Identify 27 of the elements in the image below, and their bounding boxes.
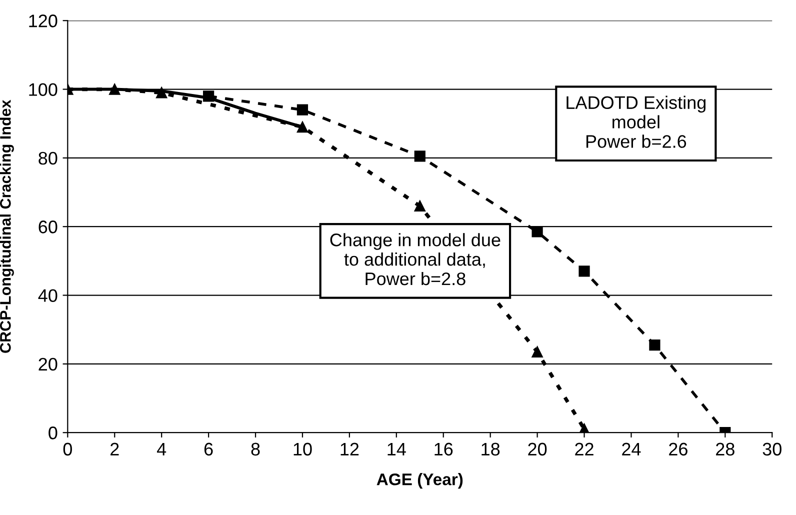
x-tick-label: 4 <box>156 442 166 456</box>
x-tick-label: 30 <box>762 442 782 456</box>
x-tick-label: 20 <box>528 442 547 456</box>
y-tick-label: 40 <box>38 289 58 302</box>
y-tick-label: 100 <box>29 83 58 96</box>
x-tick-label: 0 <box>63 442 72 456</box>
x-tick-label: 14 <box>388 442 406 456</box>
x-axis-title: AGE (Year) <box>376 473 463 489</box>
x-tick-label: 28 <box>716 442 734 456</box>
x-tick-label: 22 <box>575 442 594 456</box>
x-tick-label: 12 <box>340 442 359 456</box>
x-tick-label: 18 <box>482 442 500 456</box>
y-tick-label: 120 <box>29 14 58 28</box>
y-tick-label: 60 <box>38 220 58 234</box>
x-tick-label: 2 <box>110 442 119 456</box>
annotation: Change in model due to additional data, Power b=2.8 <box>330 233 500 286</box>
x-tick-label: 6 <box>204 442 213 456</box>
annotation: LADOTD Existing model Power b=2.6 <box>566 96 706 148</box>
y-tick-label: 20 <box>38 358 58 371</box>
x-tick-label: 16 <box>434 442 453 456</box>
x-tick-label: 8 <box>251 442 260 456</box>
y-tick-label: 80 <box>38 152 58 165</box>
y-axis-title: CRCP-Longitudinal Cracking Index <box>0 100 14 353</box>
x-tick-label: 26 <box>669 442 688 456</box>
x-tick-label: 24 <box>622 442 641 456</box>
y-tick-label: 0 <box>48 426 58 440</box>
x-tick-label: 10 <box>294 442 312 456</box>
